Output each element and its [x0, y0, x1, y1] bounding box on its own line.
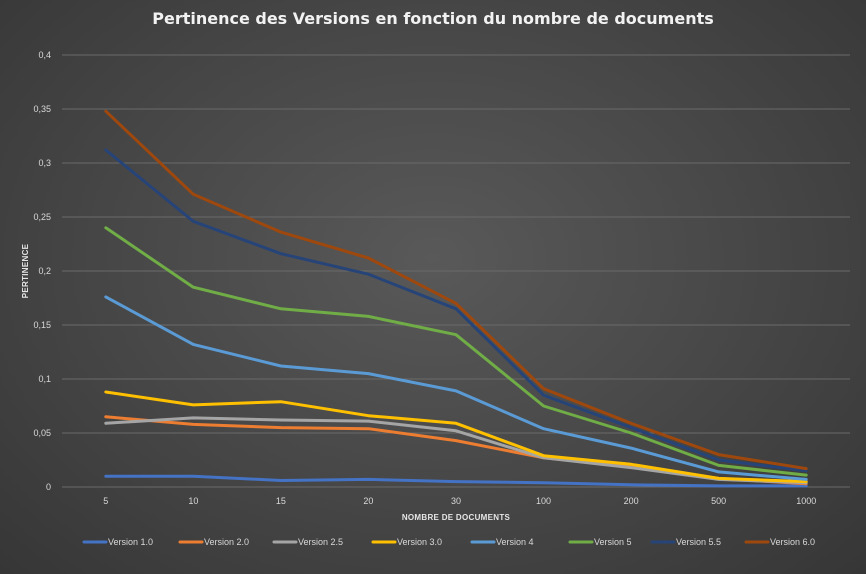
- series-line: [104, 109, 808, 471]
- series-line: [104, 148, 808, 473]
- series-line: [104, 390, 808, 484]
- legend: Version 1.0 Version 2.0 Version 2.5 Version…: [82, 537, 815, 547]
- legend-label: Version 5: [594, 537, 632, 547]
- y-axis-ticks: 0 0,05 0,1 0,15 0,2 0,25 0,3 0,35 0,4: [33, 50, 51, 492]
- series-lines: [104, 109, 808, 488]
- x-tick-label: 100: [536, 496, 551, 506]
- legend-label: Version 2.0: [204, 537, 249, 547]
- legend-label: Version 3.0: [397, 537, 442, 547]
- y-tick-label: 0,05: [33, 428, 51, 438]
- x-tick-label: 10: [188, 496, 198, 506]
- y-tick-label: 0,1: [38, 374, 51, 384]
- x-tick-label: 500: [711, 496, 726, 506]
- x-tick-label: 5: [103, 496, 108, 506]
- series-line: [104, 295, 808, 481]
- chart-title: Pertinence des Versions en fonction du n…: [152, 9, 714, 28]
- y-tick-label: 0: [46, 482, 51, 492]
- y-tick-label: 0,4: [38, 50, 51, 60]
- x-tick-label: 15: [276, 496, 286, 506]
- series-line: [104, 474, 808, 488]
- x-axis-label: NOMBRE DE DOCUMENTS: [402, 513, 511, 522]
- y-tick-label: 0,35: [33, 104, 51, 114]
- series-line: [104, 226, 808, 477]
- legend-label: Version 5.5: [676, 537, 721, 547]
- series-line: [104, 416, 808, 485]
- x-tick-label: 30: [451, 496, 461, 506]
- x-tick-label: 200: [624, 496, 639, 506]
- x-axis-ticks: 5 10 15 20 30 100 200 500 1000: [103, 496, 816, 506]
- x-tick-label: 20: [363, 496, 373, 506]
- y-tick-label: 0,25: [33, 212, 51, 222]
- legend-label: Version 1.0: [108, 537, 153, 547]
- y-axis-label: PERTINENCE: [21, 243, 30, 298]
- y-tick-label: 0,3: [38, 158, 51, 168]
- y-tick-label: 0,15: [33, 320, 51, 330]
- legend-label: Version 4: [496, 537, 534, 547]
- y-tick-label: 0,2: [38, 266, 51, 276]
- legend-label: Version 2.5: [298, 537, 343, 547]
- x-tick-label: 1000: [796, 496, 816, 506]
- legend-label: Version 6.0: [770, 537, 815, 547]
- series-line: [104, 415, 808, 486]
- gridlines: [62, 54, 850, 488]
